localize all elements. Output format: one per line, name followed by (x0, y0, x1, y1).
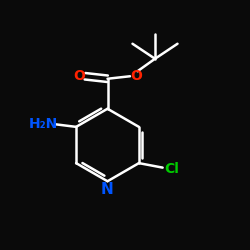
Text: O: O (130, 68, 142, 82)
Text: N: N (101, 182, 114, 197)
Text: O: O (73, 68, 85, 82)
Text: Cl: Cl (164, 162, 179, 176)
Text: H₂N: H₂N (29, 118, 58, 132)
